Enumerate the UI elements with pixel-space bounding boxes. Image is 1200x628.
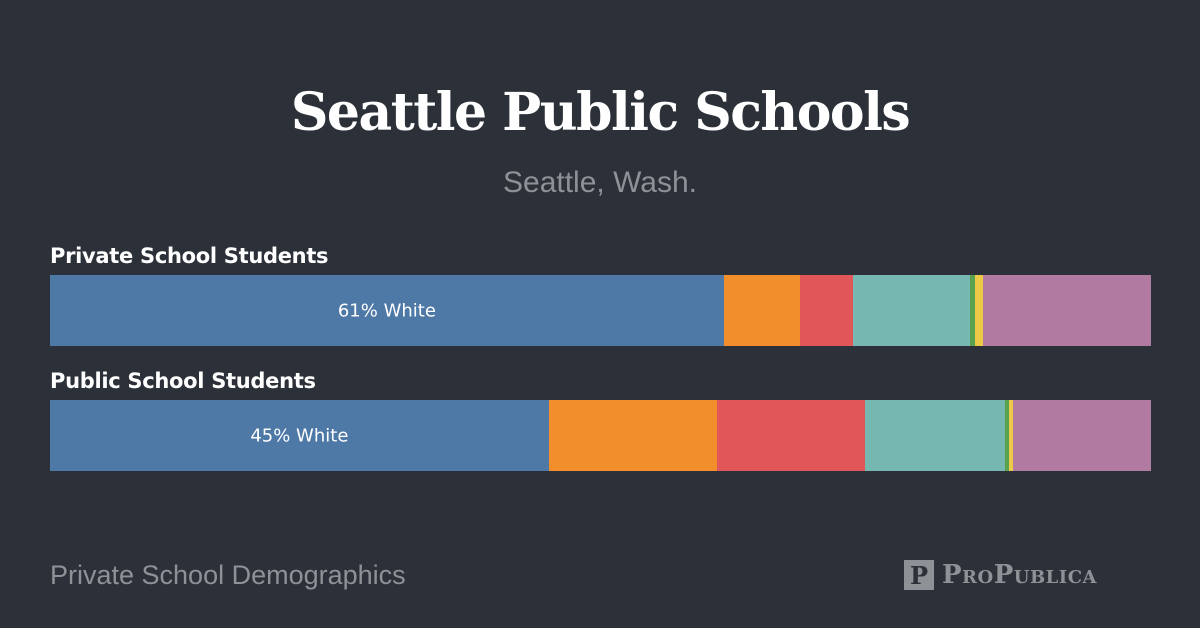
- bar-segment-5: [1008, 400, 1014, 471]
- chart-subtitle: Seattle, Wash.: [503, 166, 697, 199]
- footer-text: Private School Demographics: [50, 560, 406, 590]
- bar-segment-3: [852, 275, 971, 346]
- bar-segment-1: [548, 400, 718, 471]
- bar-segment-2: [717, 400, 865, 471]
- bar-private: 61% White: [50, 275, 1151, 346]
- bar-segment-1: [723, 275, 800, 346]
- bar-segment-3: [864, 400, 1005, 471]
- bar-segment-6: [1013, 400, 1151, 471]
- propublica-logo-icon: P: [904, 560, 934, 590]
- bar-segment-5: [974, 275, 983, 346]
- propublica-logo-text: ProPublica: [942, 560, 1098, 590]
- bar-segment-0: 45% White: [50, 400, 549, 471]
- data-label: 61% White: [337, 300, 436, 321]
- bar-public: 45% White: [50, 400, 1151, 471]
- bar-segment-4: [970, 275, 975, 346]
- bar-segment-4: [1004, 400, 1009, 471]
- chart-title: Seattle Public Schools: [290, 82, 911, 143]
- bar-segment-2: [799, 275, 853, 346]
- bar-segment-6: [982, 275, 1151, 346]
- category-label-public: Public School Students: [50, 369, 316, 393]
- data-label: 45% White: [250, 425, 349, 446]
- category-label-private: Private School Students: [50, 244, 329, 268]
- propublica-logo[interactable]: P ProPublica: [904, 560, 1097, 590]
- bar-segment-0: 61% White: [50, 275, 724, 346]
